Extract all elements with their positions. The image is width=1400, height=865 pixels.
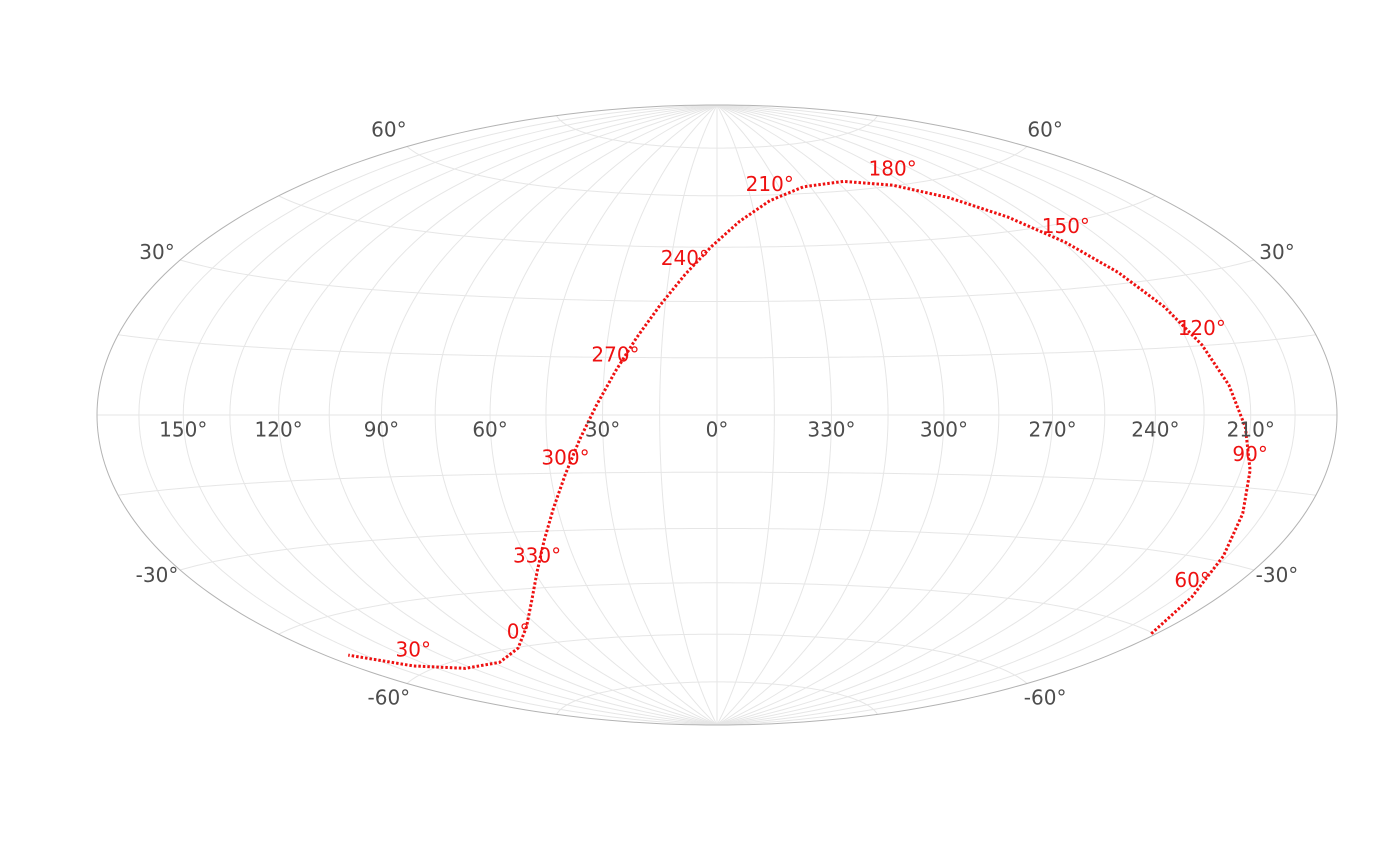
y-tick-label: -30°	[136, 563, 179, 587]
grid-line	[182, 104, 718, 726]
x-tick-label: 300°	[920, 418, 968, 442]
curve-label: 270°	[591, 343, 639, 367]
y-tick-label: 30°	[139, 240, 174, 264]
grid-line	[602, 104, 718, 726]
x-tick-label: 90°	[364, 418, 399, 442]
y-tick-label: -60°	[368, 686, 411, 710]
x-tick-label: 240°	[1131, 418, 1179, 442]
map-outline	[96, 104, 1338, 726]
curve-label: 0°	[507, 620, 530, 644]
grid-line	[659, 104, 718, 726]
x-tick-label: 270°	[1028, 418, 1076, 442]
grid-line	[716, 104, 1252, 726]
curve-label: 90°	[1232, 442, 1267, 466]
labels: 150° 120° 90° 60° 30° 0° 330° 300° 270° 240° 210° 6…	[136, 117, 1299, 709]
grid-line	[716, 104, 832, 726]
x-tick-label: 120°	[255, 418, 303, 442]
curve-label: 210°	[746, 172, 794, 196]
x-tick-label: 330°	[807, 418, 855, 442]
curve-label: 30°	[396, 637, 431, 661]
y-tick-label: 30°	[1259, 240, 1294, 264]
grid-line	[434, 104, 718, 726]
y-tick-label: 60°	[371, 117, 406, 141]
grid-line	[716, 104, 1054, 726]
curve	[347, 179, 1252, 670]
x-tick-label: 210°	[1227, 418, 1275, 442]
curve-label: 330°	[513, 543, 561, 567]
grid-line	[716, 104, 775, 726]
grid-line	[489, 104, 718, 726]
grid-line	[716, 104, 945, 726]
grid-line	[716, 104, 1296, 726]
curve-label: 180°	[869, 157, 917, 181]
grid-line	[328, 104, 718, 726]
curve-label: 120°	[1178, 316, 1226, 340]
curve-label: 300°	[541, 445, 589, 469]
y-tick-label: -60°	[1024, 686, 1067, 710]
grid	[96, 104, 1338, 726]
grid-line	[380, 104, 718, 726]
x-tick-label: 60°	[472, 418, 507, 442]
grid-line	[138, 104, 718, 726]
grid-line	[545, 104, 718, 726]
grid-line	[716, 104, 889, 726]
grid-line	[229, 104, 718, 726]
curve-label: 150°	[1042, 214, 1090, 238]
grid-line	[716, 104, 1205, 726]
x-tick-label: 0°	[706, 418, 729, 442]
grid-line	[716, 104, 1156, 726]
y-tick-label: -30°	[1256, 563, 1299, 587]
grid-line	[716, 104, 1106, 726]
grid-line	[716, 104, 1000, 726]
curve-label: 60°	[1174, 568, 1209, 592]
grid-line	[278, 104, 718, 726]
x-tick-label: 150°	[159, 418, 207, 442]
x-tick-label: 30°	[585, 418, 620, 442]
y-tick-label: 60°	[1027, 117, 1062, 141]
marks	[347, 179, 1252, 670]
curve-label: 240°	[661, 246, 709, 270]
